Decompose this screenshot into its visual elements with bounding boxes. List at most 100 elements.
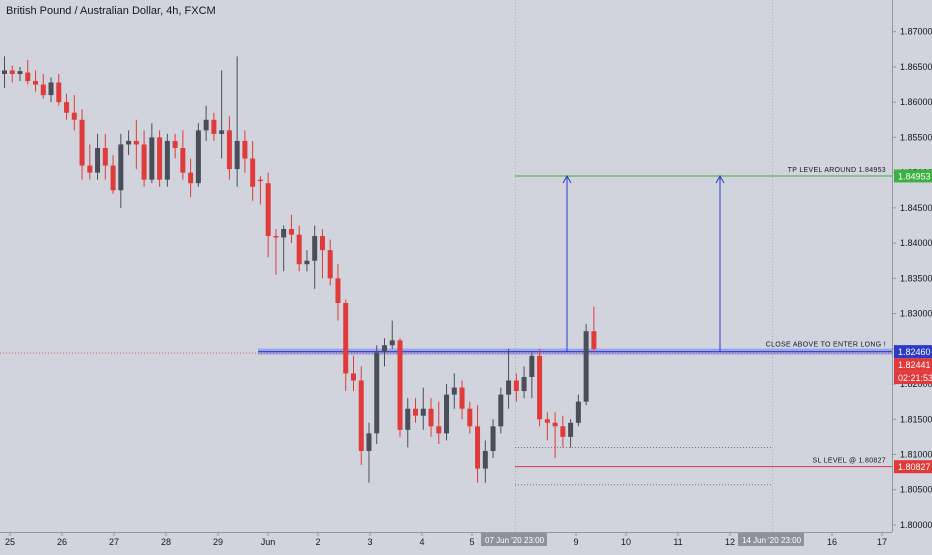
- candle-body: [164, 140, 170, 180]
- candle-body: [2, 70, 7, 74]
- candle-body: [219, 130, 225, 134]
- candle-body: [319, 236, 325, 251]
- x-tick-label: 3: [367, 537, 372, 547]
- candle-body: [343, 302, 349, 374]
- candle-body: [568, 422, 574, 437]
- x-tick-label: 25: [5, 537, 15, 547]
- candle-body: [506, 380, 512, 395]
- time-axis[interactable]: 2526272829Jun234589101112151617: [5, 532, 887, 547]
- candle-body: [459, 387, 465, 409]
- y-tick-label: 1.84500: [900, 203, 932, 213]
- candle-body: [296, 234, 302, 265]
- level-annotations: TP LEVEL AROUND 1.84953 CLOSE ABOVE TO E…: [766, 167, 886, 465]
- time-badges: 07 Jun '20 23:00 14 Jun '20 23:00: [481, 533, 804, 546]
- x-tick-label: 17: [877, 537, 887, 547]
- candle-body: [9, 70, 15, 74]
- y-tick-label: 1.86000: [900, 97, 932, 107]
- candle-body: [413, 408, 419, 416]
- candle-body: [234, 140, 240, 170]
- y-tick-label: 1.87000: [900, 27, 932, 37]
- entry-level-label: CLOSE ABOVE TO ENTER LONG !: [766, 342, 886, 349]
- level-lines: [0, 175, 892, 486]
- time-badge-end-date: 14 Jun '20: [742, 536, 779, 545]
- entry-price-badge: [894, 345, 932, 359]
- candle-body: [211, 119, 217, 134]
- candle-body: [312, 236, 318, 261]
- candle-body: [102, 147, 108, 166]
- x-tick-label: 4: [419, 537, 424, 547]
- y-tick-label: 1.83500: [900, 273, 932, 283]
- y-tick-label: 1.85500: [900, 132, 932, 142]
- candle-body: [366, 433, 372, 451]
- candle-body: [490, 426, 496, 451]
- candle-body: [381, 345, 387, 353]
- x-tick-label: 12: [725, 537, 735, 547]
- y-tick-label: 1.86500: [900, 62, 932, 72]
- candles: [2, 56, 597, 483]
- y-tick-label: 1.83000: [900, 309, 932, 319]
- candle-body: [172, 140, 178, 148]
- candle-body: [350, 373, 356, 381]
- candle-body: [552, 422, 558, 427]
- candle-body: [482, 450, 488, 469]
- y-tick-label: 1.80500: [900, 485, 932, 495]
- candle-body: [257, 179, 263, 182]
- candle-body: [95, 147, 101, 173]
- candle-body: [64, 102, 70, 113]
- countdown-badge-text: 02:21:53: [898, 373, 932, 383]
- candle-body: [304, 260, 310, 265]
- candle-body: [498, 394, 504, 427]
- x-tick-label: 27: [109, 537, 119, 547]
- candle-body: [436, 426, 442, 434]
- candle-body: [203, 119, 209, 131]
- candle-body: [33, 81, 39, 85]
- candle-body: [149, 137, 155, 180]
- candle-body: [40, 84, 46, 96]
- candle-body: [157, 137, 163, 180]
- entry-price-badge-text: 1.82460: [898, 347, 931, 357]
- candle-body: [397, 340, 403, 430]
- chart-title: British Pound / Australian Dollar, 4h, F…: [6, 5, 216, 17]
- candle-body: [560, 426, 566, 437]
- candle-body: [17, 71, 23, 74]
- price-badges: 1.84953 1.82460 1.82441 02:21:53 1.80827: [894, 169, 932, 474]
- countdown-badge: [894, 371, 932, 385]
- candle-body: [529, 355, 535, 377]
- candle-body: [79, 119, 85, 166]
- x-tick-label: 28: [161, 537, 171, 547]
- x-tick-label: 5: [469, 537, 474, 547]
- candle-body: [71, 112, 77, 120]
- candle-body: [467, 408, 473, 427]
- x-tick-label: Jun: [261, 537, 276, 547]
- x-tick-label: 16: [827, 537, 837, 547]
- y-tick-label: 1.80000: [900, 520, 932, 530]
- x-tick-label: 26: [57, 537, 67, 547]
- sl-price-badge-text: 1.80827: [898, 462, 931, 472]
- x-tick-label: 29: [213, 537, 223, 547]
- candle-body: [575, 401, 581, 423]
- current-price-badge: [894, 358, 932, 372]
- candle-body: [195, 130, 201, 184]
- tp-level-label: TP LEVEL AROUND 1.84953: [788, 167, 886, 174]
- candle-body: [451, 387, 457, 395]
- sl-price-badge: [894, 460, 932, 474]
- candle-body: [537, 355, 543, 420]
- x-tick-label: 2: [315, 537, 320, 547]
- time-badge-start-time: 23:00: [524, 536, 545, 545]
- candle-body: [110, 165, 116, 191]
- candle-body: [188, 172, 194, 184]
- candle-body: [273, 236, 279, 238]
- candle-body: [56, 82, 62, 103]
- candle-body: [475, 426, 481, 469]
- time-badge-start: [481, 533, 547, 546]
- sl-level-label: SL LEVEL @ 1.80827: [813, 458, 886, 465]
- y-tick-label: 1.81500: [900, 414, 932, 424]
- y-tick-label: 1.84000: [900, 238, 932, 248]
- target-arrow-head: [562, 174, 572, 184]
- candle-body: [405, 408, 411, 430]
- candle-body: [420, 408, 426, 416]
- candle-body: [327, 250, 333, 279]
